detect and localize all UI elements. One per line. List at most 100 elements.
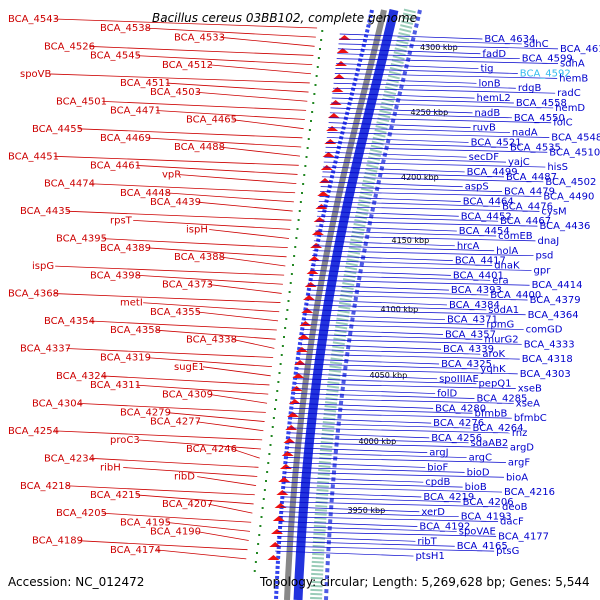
feature-arrow [287, 412, 300, 417]
right-gene-label: fadD [482, 49, 506, 60]
right-gene-label: BCA_4177 [498, 531, 549, 542]
left-gene-label: BCA_4190 [150, 527, 201, 538]
left-gene-label: BCA_4319 [100, 353, 151, 364]
left-connector [146, 357, 272, 368]
tick-dot [272, 417, 275, 419]
right-connector [315, 225, 457, 232]
left-connector [209, 229, 290, 239]
right-gene-label: BCA_4558 [516, 98, 567, 109]
right-connector [305, 309, 526, 316]
right-gene-label: BCA_4318 [522, 354, 573, 365]
left-gene-label: spoVB [20, 69, 52, 80]
tick-dot [266, 471, 269, 473]
tick-dot [285, 318, 288, 320]
left-gene-label: BCA_4309 [162, 389, 213, 400]
right-gene-label: rdgB [518, 83, 542, 94]
left-gene-label: BCA_4304 [32, 398, 83, 409]
right-gene-label: sdaAB2 [471, 438, 509, 449]
left-gene-label: BCA_4218 [20, 481, 71, 492]
left-gene-label: BCA_4533 [174, 32, 225, 43]
tick-dot [275, 399, 278, 401]
right-connector [278, 526, 457, 532]
right-connector [329, 112, 512, 119]
right-connector [303, 324, 524, 330]
right-gene-label: comEB [498, 231, 533, 242]
right-gene-label: bioF [427, 462, 448, 473]
right-connector [299, 353, 520, 360]
right-gene-label: folD [437, 389, 457, 400]
tick-dot [278, 372, 281, 374]
right-gene-label: xseA [516, 398, 540, 409]
right-connector [302, 334, 483, 340]
right-connector [300, 343, 442, 350]
right-gene-label: BCA_4548 [551, 132, 600, 143]
left-gene-label: metI [120, 298, 143, 309]
left-connector [138, 439, 261, 450]
right-connector [331, 97, 514, 104]
tick-dot [263, 489, 266, 491]
right-connector [308, 279, 530, 286]
right-gene-label: hemB [559, 73, 588, 84]
right-gene-label: BCA_4357 [445, 329, 496, 340]
right-gene-label: BCA_4502 [545, 177, 596, 188]
right-connector [291, 417, 432, 424]
left-gene-label: BCA_4435 [20, 206, 71, 217]
left-connector [208, 64, 311, 75]
right-gene-label: rpmG [486, 320, 514, 331]
right-gene-label: BCA_4384 [449, 300, 500, 311]
right-gene-label: argD [510, 443, 534, 454]
left-gene-label: BCA_4234 [44, 453, 95, 464]
left-gene-label: BCA_4543 [8, 14, 59, 25]
right-connector [317, 210, 459, 217]
right-connector [337, 53, 520, 60]
right-connector [337, 48, 481, 55]
right-connector [295, 388, 436, 394]
tick-label: 4250 kbp [411, 108, 449, 117]
right-connector [305, 304, 487, 311]
feature-arrow [304, 282, 317, 287]
right-connector [329, 117, 552, 124]
left-connector [196, 201, 293, 212]
right-gene-label: lonB [478, 78, 500, 89]
left-connector [146, 137, 302, 148]
right-connector [323, 166, 465, 173]
tick-dot [286, 309, 289, 311]
tick-labels: 4300 kbp 4250 kbp 4200 kbp 4150 kbp 4100 kbp… [348, 43, 458, 515]
left-connector [90, 46, 314, 56]
feature-arrow [329, 100, 342, 105]
tick-dot [320, 39, 323, 41]
right-connector [293, 402, 434, 409]
tick-dot [281, 345, 284, 347]
tick-dot [313, 93, 316, 95]
left-connector [78, 403, 266, 413]
left-connector [208, 393, 268, 404]
right-connector [286, 462, 426, 468]
left-connector [123, 467, 258, 477]
right-connector [297, 368, 518, 375]
right-gene-label: BCA_4165 [457, 541, 508, 552]
right-gene-label: BCA_4599 [522, 54, 573, 65]
right-gene-label: argJ [429, 448, 448, 459]
left-gene-label: BCA_4337 [20, 343, 71, 354]
left-connector [166, 82, 309, 93]
right-gene-label: dnaJ [537, 236, 559, 247]
right-gene-label: dacF [500, 517, 524, 528]
right-connector [307, 289, 489, 296]
tick-dot [293, 255, 296, 257]
right-gene-label: spoIIIAE [439, 374, 479, 385]
left-gene-label: ribH [100, 462, 121, 473]
left-connector [66, 485, 255, 496]
left-gene-label: BCA_4474 [44, 179, 95, 190]
right-connector [306, 299, 447, 306]
left-gene-label: BCA_4373 [162, 279, 213, 290]
tick-dot [314, 84, 317, 86]
right-gene-label: BCA_4414 [532, 280, 583, 291]
feature-arrows [267, 35, 351, 560]
right-gene-label: BCA_4634 [484, 34, 535, 45]
tick-dot [260, 516, 263, 518]
left-connector [156, 549, 247, 560]
left-connector [90, 457, 259, 468]
left-gene-label: BCA_4469 [100, 133, 151, 144]
left-connector [136, 494, 254, 505]
tick-dot [287, 300, 290, 302]
